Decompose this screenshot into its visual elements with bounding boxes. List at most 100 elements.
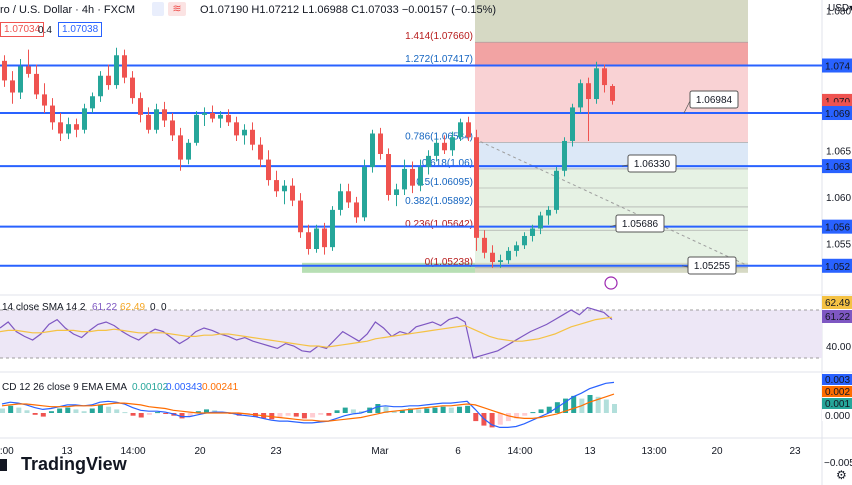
candle: [10, 80, 15, 93]
rsi-axis-label-box: [822, 296, 852, 309]
macd-hist-value: 0.00102: [132, 382, 169, 393]
candle: [138, 98, 143, 115]
candle: [146, 114, 151, 130]
candle: [418, 167, 423, 186]
fib-level-label: 0.382(1.05892): [405, 196, 473, 207]
macd-histogram-bar: [563, 398, 569, 413]
macd-histogram-bar: [489, 413, 495, 428]
macd-histogram-bar: [399, 410, 405, 413]
candle: [378, 133, 383, 154]
candle: [18, 66, 23, 93]
macd-histogram-bar: [612, 404, 617, 413]
macd-histogram-bar: [89, 408, 95, 413]
macd-histogram-bar: [97, 404, 103, 413]
price-label-box: [822, 258, 852, 273]
rsi-label: 14 close SMA 14 2: [2, 302, 86, 313]
candle: [370, 133, 375, 168]
callout-box: [687, 256, 737, 275]
time-tick: 13:00: [641, 446, 666, 457]
macd-histogram-bar: [505, 413, 511, 422]
macd-histogram-bar: [24, 410, 30, 413]
callout-label: 1.05686: [622, 219, 659, 230]
candle: [266, 159, 271, 181]
alert-icon[interactable]: ≋: [168, 2, 186, 16]
candle: [130, 77, 135, 99]
price-tick: 1.060: [826, 193, 851, 204]
candle: [106, 75, 111, 86]
macd-histogram-bar: [342, 407, 348, 413]
macd-histogram-bar: [16, 407, 22, 413]
rsi-extra-value-2: 0: [161, 302, 167, 313]
macd-histogram-bar: [326, 413, 332, 416]
macd-histogram-bar: [8, 405, 14, 413]
macd-histogram-bar: [187, 413, 193, 417]
callout-label: 1.06984: [696, 95, 733, 106]
time-tick: Mar: [371, 446, 389, 457]
candle: [474, 137, 479, 238]
candle: [346, 191, 351, 203]
macd-histogram-bar: [546, 406, 552, 413]
macd-histogram-bar: [383, 406, 389, 413]
price-tick: 1.080: [826, 7, 851, 18]
macd-histogram-bar: [130, 413, 136, 416]
candle: [514, 245, 519, 251]
ohlc-readout: O1.07190 H1.07212 L1.06988 C1.07033 −0.0…: [200, 4, 497, 16]
price-label: 1.069: [825, 109, 850, 120]
time-tick: 13: [61, 446, 73, 457]
ask-button[interactable]: 1.07038: [58, 22, 103, 37]
candle: [282, 185, 287, 192]
fib-level-label: 1.272(1.07417): [405, 54, 473, 65]
bid-button[interactable]: 1.07034: [0, 22, 45, 37]
rsi-axis-label: 61.22: [825, 312, 850, 323]
macd-signal-value: 0.00241: [202, 382, 239, 393]
macd-axis-label: 0.003: [825, 375, 850, 386]
candle: [330, 209, 335, 248]
macd-histogram-bar: [424, 408, 430, 413]
candle: [442, 142, 447, 151]
macd-histogram-bar: [57, 408, 63, 413]
macd-histogram-bar: [32, 413, 38, 415]
trend-dashed-line: [474, 138, 749, 267]
macd-histogram-bar: [456, 406, 462, 413]
candle: [178, 135, 183, 160]
macd-axis-label: 0.000: [825, 411, 850, 422]
candle: [154, 109, 159, 130]
macd-histogram-bar: [155, 412, 161, 414]
price-label: 1.063: [825, 162, 850, 173]
time-tick: 20: [711, 446, 723, 457]
rsi-signal-value: 62.49: [120, 302, 145, 313]
rsi-axis-label: 62.49: [825, 298, 850, 309]
macd-axis-tick-neg: −0.005: [824, 458, 852, 469]
macd-histogram-bar: [301, 413, 307, 419]
macd-line: [1, 381, 615, 428]
macd-histogram-bar: [432, 407, 438, 413]
candle: [482, 237, 487, 253]
candle: [98, 75, 103, 97]
candle: [586, 83, 591, 100]
candle: [26, 66, 31, 74]
candle: [434, 142, 439, 156]
macd-histogram-bar: [522, 413, 528, 416]
candle: [530, 228, 535, 236]
macd-label: CD 12 26 close 9 EMA EMA: [2, 382, 127, 393]
macd-histogram-bar: [440, 406, 446, 413]
macd-histogram-bar: [293, 413, 299, 417]
candle: [194, 114, 199, 143]
macd-histogram-bar: [81, 411, 87, 413]
candle: [354, 202, 359, 218]
price-label-box: [822, 159, 852, 174]
candle: [498, 260, 503, 263]
settings-gear-icon[interactable]: ⚙: [836, 468, 847, 482]
candle: [210, 113, 215, 119]
tradingview-logo-mark: [0, 459, 17, 471]
macd-histogram-bar: [146, 413, 152, 415]
macd-histogram-bar: [195, 411, 201, 413]
price-label: 1.056: [825, 223, 850, 234]
candle: [218, 114, 223, 119]
flag-icon[interactable]: [152, 2, 164, 16]
fib-zone-0786: [475, 142, 748, 169]
fib-level-label: 0.618(1.06): [422, 158, 473, 169]
price-label-box: [822, 106, 852, 121]
candle: [610, 86, 615, 101]
